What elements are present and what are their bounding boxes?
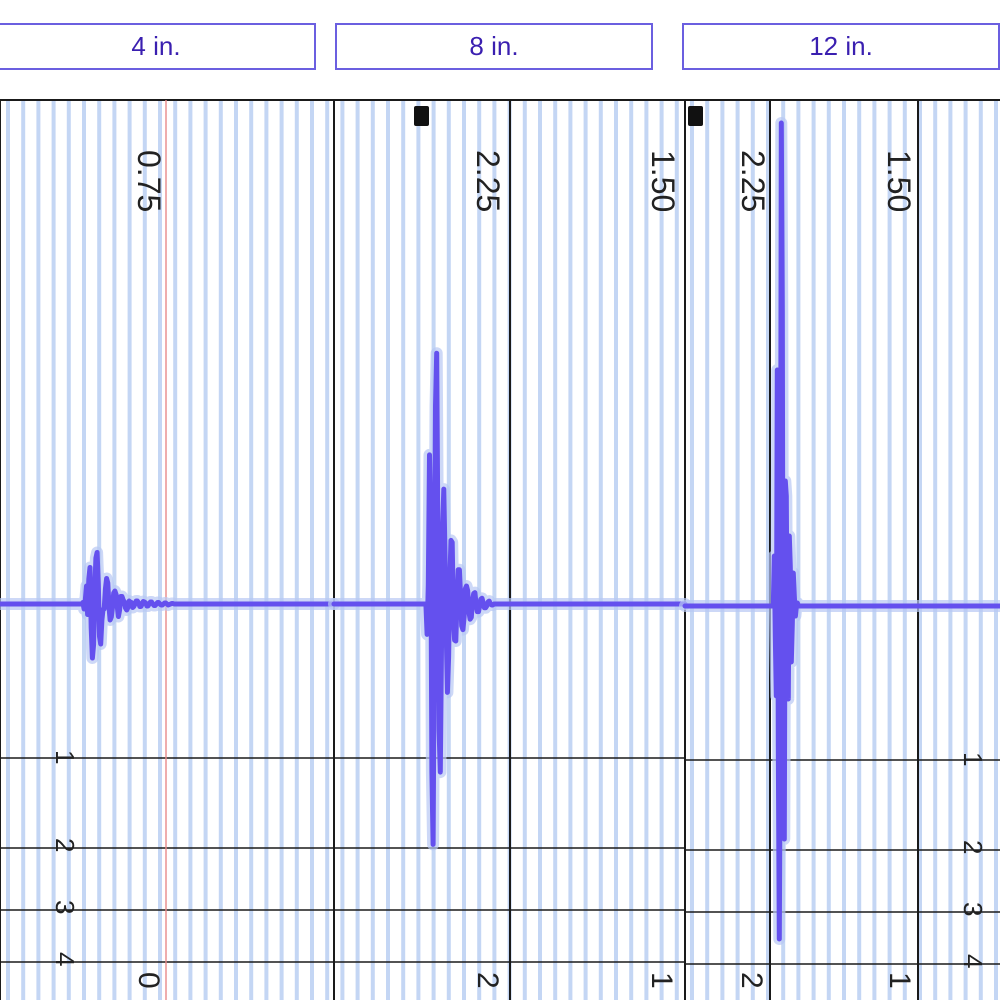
top-value-label: 1.50 [645, 150, 681, 212]
row-number-label: 3 [958, 902, 988, 916]
row-number-label: 4 [50, 952, 80, 966]
bottom-value-label: 0 [132, 972, 165, 989]
row-number-label: 4 [958, 954, 988, 968]
panel-header-8in: 8 in. [335, 23, 653, 70]
top-value-label: 2.25 [470, 150, 506, 212]
bottom-value-label: 2 [471, 972, 504, 989]
waveform-trace [0, 550, 337, 661]
row-number-label: 2 [958, 840, 988, 854]
waveform-trace [682, 120, 1000, 942]
bottom-value-label: 1 [883, 972, 916, 989]
row-number-label: 2 [50, 838, 80, 852]
row-number-label: 1 [958, 752, 988, 766]
panel-header-12in: 12 in. [682, 23, 1000, 70]
row-number-label: 3 [50, 900, 80, 914]
start-marker [688, 106, 703, 126]
top-value-label: 0.75 [131, 150, 167, 212]
bottom-value-label: 1 [645, 972, 678, 989]
waveform-trace [331, 350, 688, 847]
panel-header-4in: 4 in. [0, 23, 316, 70]
start-marker [414, 106, 429, 126]
top-value-label: 2.25 [735, 150, 771, 212]
row-number-label: 1 [50, 750, 80, 764]
top-value-label: 1.50 [881, 150, 917, 212]
bottom-value-label: 2 [735, 972, 768, 989]
